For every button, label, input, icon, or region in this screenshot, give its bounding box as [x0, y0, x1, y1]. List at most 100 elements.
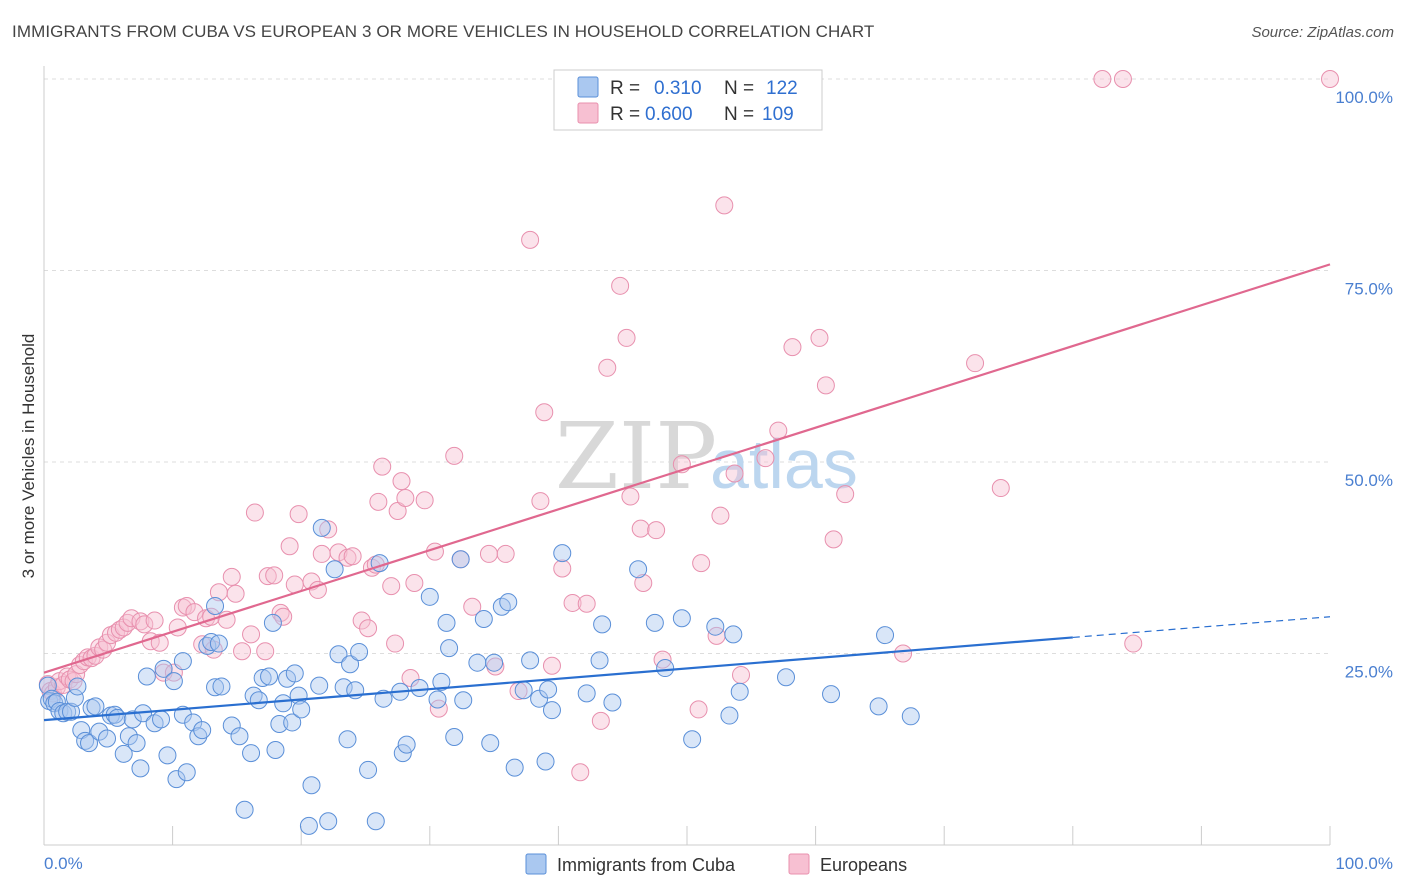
cuba-point [86, 697, 105, 716]
cuba-point [310, 676, 329, 695]
eu-n-value: 109 [762, 104, 794, 125]
europeans-point [401, 669, 420, 688]
legend-cuba-label: Immigrants from Cuba [557, 855, 736, 875]
cuba-point [212, 677, 231, 696]
cuba-point [90, 722, 109, 741]
europeans-point [617, 328, 636, 347]
europeans-point [634, 574, 653, 593]
europeans-point [521, 230, 540, 249]
europeans-point [274, 607, 293, 626]
europeans-point [242, 625, 261, 644]
cuba-point [164, 672, 183, 691]
cuba-point [536, 752, 555, 771]
cuba-point [437, 613, 456, 632]
europeans-point [150, 633, 169, 652]
europeans-trend-line [43, 263, 1331, 674]
cuba-point [177, 763, 196, 782]
europeans-point [563, 593, 582, 612]
cuba-point [80, 734, 99, 753]
cuba-swatch [577, 76, 599, 98]
chart-title: IMMIGRANTS FROM CUBA VS EUROPEAN 3 OR MO… [12, 22, 875, 41]
cuba-point [485, 653, 504, 672]
cuba-point [329, 645, 348, 664]
cuba-point [499, 593, 518, 612]
cuba-point [154, 659, 173, 678]
trend-lines [43, 263, 1331, 722]
europeans-point [396, 489, 415, 508]
cuba-point [410, 678, 429, 697]
cuba-point [108, 708, 127, 727]
europeans-point [496, 544, 515, 563]
y-tick-label: 25.0% [1345, 663, 1393, 682]
europeans-point [185, 603, 204, 622]
cuba-point [514, 681, 533, 700]
cuba-point [202, 633, 221, 652]
cuba-point [184, 713, 203, 732]
x-tick-label: 100.0% [1335, 854, 1393, 873]
axes [43, 66, 1331, 846]
cuba-n-value: 122 [766, 78, 798, 99]
cuba-point [822, 685, 841, 704]
europeans-point [1113, 70, 1132, 88]
cuba-point [603, 693, 622, 712]
cuba-point [720, 706, 739, 725]
series-legend: Immigrants from Cuba Europeans [525, 853, 907, 875]
cuba-point [152, 710, 171, 729]
cuba-trend-extension [1072, 616, 1331, 639]
europeans-point [265, 566, 284, 585]
cuba-point [445, 727, 464, 746]
stats-legend: R = 0.310 N = 122 R = 0.600 N = 109 [553, 69, 823, 131]
cuba-point [876, 626, 895, 645]
cuba-point [235, 800, 254, 819]
europeans-point [479, 544, 498, 563]
europeans-point [571, 763, 590, 782]
cuba-point [440, 639, 459, 658]
europeans-point [598, 358, 617, 377]
cuba-point [338, 730, 357, 749]
europeans-point [222, 567, 241, 586]
cuba-point [270, 714, 289, 733]
europeans-point [591, 711, 610, 730]
cuba-point [730, 682, 749, 701]
cuba-point [539, 680, 558, 699]
europeans-point [233, 642, 252, 661]
cuba-point [249, 691, 268, 710]
eu-r-value: 0.600 [645, 104, 693, 125]
cuba-point [656, 659, 675, 678]
y-tick-label: 100.0% [1335, 88, 1393, 107]
cuba-point [206, 597, 225, 616]
europeans-point [373, 457, 392, 476]
cuba-point [260, 667, 279, 686]
cuba-point [777, 668, 796, 687]
watermark: ZIP atlas [555, 403, 858, 510]
cuba-point [683, 730, 702, 749]
cuba-point [312, 518, 331, 537]
cuba-point [292, 700, 311, 719]
europeans-point [756, 449, 775, 468]
cuba-point [158, 746, 177, 765]
europeans-point [382, 577, 401, 596]
cuba-point [454, 691, 473, 710]
cuba-point [359, 760, 378, 779]
europeans-swatch [577, 102, 599, 124]
chart-source: Source: ZipAtlas.com [1251, 24, 1394, 41]
cuba-point [209, 634, 228, 653]
cuba-point [706, 617, 725, 636]
cuba-point [299, 816, 318, 835]
europeans-point [1093, 70, 1112, 88]
europeans-point [319, 520, 338, 539]
cuba-point [724, 625, 743, 644]
eu-n-label: N = [724, 104, 754, 125]
europeans-point [553, 559, 572, 578]
cuba-r-value: 0.310 [654, 78, 702, 99]
europeans-point [535, 403, 554, 422]
cuba-point [230, 727, 249, 746]
europeans-point [415, 491, 434, 510]
europeans-point [145, 611, 164, 630]
europeans-point [280, 537, 299, 556]
cuba-point [577, 684, 596, 703]
europeans-point [783, 338, 802, 357]
cuba-point [266, 741, 285, 760]
europeans-point [894, 644, 913, 663]
